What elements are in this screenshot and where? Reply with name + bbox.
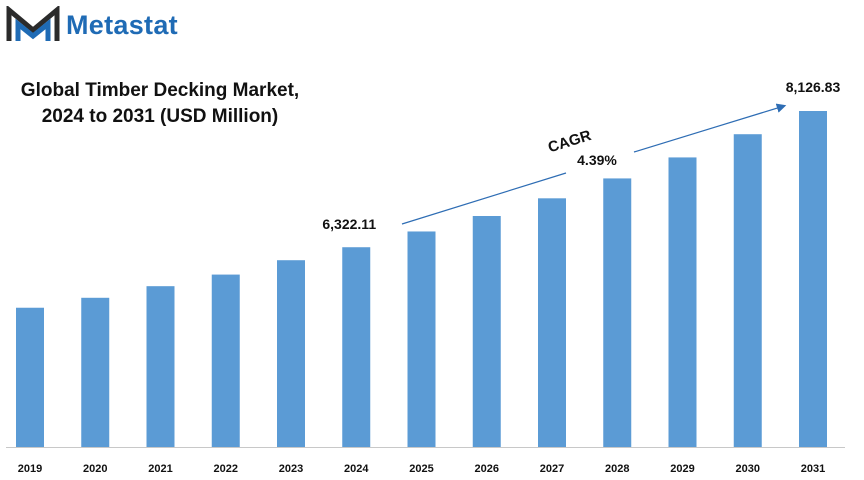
cagr-arrow-segment — [401, 172, 567, 225]
metastat-m-logo-icon — [6, 6, 60, 41]
x-tick-label: 2031 — [801, 463, 825, 475]
bar-2027 — [538, 198, 566, 447]
x-tick-label: 2024 — [344, 463, 369, 475]
data-label-2031: 8,126.83 — [786, 79, 841, 95]
bar-2026 — [472, 216, 501, 447]
bar-2021 — [146, 286, 175, 447]
x-tick-label: 2030 — [736, 463, 760, 475]
cagr-value: 4.39% — [577, 152, 617, 168]
bar-2025 — [407, 231, 436, 447]
bar-2030 — [733, 134, 762, 448]
x-tick-label: 2023 — [279, 463, 303, 475]
x-tick-label: 2026 — [475, 463, 499, 475]
bar-2028 — [603, 178, 632, 447]
x-tick-label: 2027 — [540, 463, 564, 475]
chart-subtitle: 2024 to 2031 (USD Million) — [41, 106, 279, 127]
cagr-arrow-line — [633, 103, 787, 153]
data-label-2024: 6,322.11 — [322, 216, 376, 232]
x-tick-label: 2019 — [18, 463, 42, 475]
x-tick-label: 2022 — [214, 463, 238, 475]
x-tick-label: 2025 — [409, 463, 433, 475]
x-tick-label: 2029 — [670, 463, 694, 475]
brand-logo: Metastat — [6, 6, 178, 44]
x-tick-label: 2021 — [148, 463, 172, 475]
chart-title: Global Timber Decking Market, — [20, 80, 300, 101]
bar-2023 — [277, 260, 305, 447]
bar-2024 — [342, 247, 371, 447]
brand-name: Metastat — [66, 9, 178, 40]
bar-2022 — [211, 274, 240, 447]
bar-2029 — [668, 157, 697, 447]
bar-2019 — [16, 307, 44, 447]
chart-title-block: Global Timber Decking Market, 2024 to 20… — [10, 78, 310, 130]
bar-2031 — [799, 111, 827, 447]
x-tick-label: 2028 — [605, 463, 629, 475]
bar-2020 — [81, 297, 110, 447]
x-tick-label: 2020 — [83, 463, 107, 475]
